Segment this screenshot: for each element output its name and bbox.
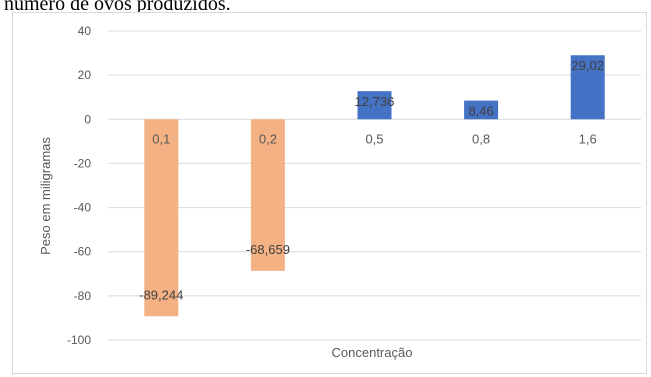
bar-1-6 bbox=[570, 55, 605, 120]
y-axis-ticks: 40 20 0 -20 -40 -60 -80 -100 bbox=[67, 24, 91, 347]
bar-0-5 bbox=[357, 91, 392, 120]
category-label: 0,1 bbox=[152, 131, 170, 146]
y-tick-label: -80 bbox=[74, 289, 92, 303]
y-tick-label: -60 bbox=[74, 245, 92, 259]
data-label: 29,02 bbox=[571, 58, 604, 73]
y-tick-label: 0 bbox=[84, 112, 91, 126]
y-tick-label: -100 bbox=[67, 333, 91, 347]
y-tick-label: 40 bbox=[78, 24, 92, 38]
category-label: 1,6 bbox=[579, 131, 597, 146]
bar-0-2 bbox=[250, 119, 285, 271]
bar-0-1 bbox=[144, 119, 179, 317]
data-labels: -89,244 -68,659 12,736 8,46 29,02 bbox=[139, 58, 604, 302]
y-tick-label: -40 bbox=[74, 201, 92, 215]
category-label: 0,5 bbox=[365, 131, 383, 146]
data-label: 12,736 bbox=[355, 94, 395, 109]
gridlines bbox=[108, 30, 641, 341]
y-tick-label: -20 bbox=[74, 156, 92, 170]
category-label: 0,2 bbox=[259, 131, 277, 146]
category-labels: 0,1 0,2 0,5 0,8 1,6 bbox=[152, 131, 596, 146]
y-tick-label: 20 bbox=[78, 68, 92, 82]
category-label: 0,8 bbox=[472, 131, 490, 146]
data-label: 8,46 bbox=[468, 104, 493, 119]
data-label: -68,659 bbox=[246, 242, 290, 257]
y-axis-title: Peso em miligramas bbox=[38, 137, 53, 255]
chart-frame bbox=[12, 12, 647, 374]
x-axis-title: Concentração bbox=[332, 345, 413, 360]
bars bbox=[144, 55, 605, 317]
bar-0-8 bbox=[464, 100, 499, 120]
data-label: -89,244 bbox=[139, 287, 183, 302]
header-text: número de ovos produzidos. bbox=[4, 0, 231, 15]
